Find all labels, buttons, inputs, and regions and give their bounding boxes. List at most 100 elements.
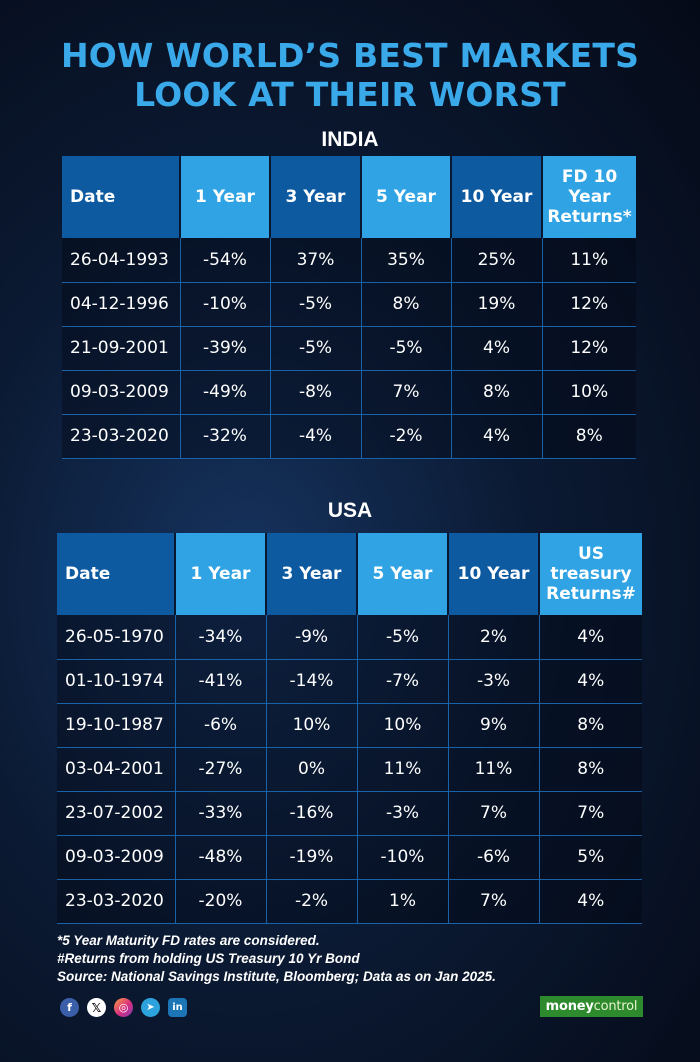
value-cell: -3% xyxy=(448,659,540,704)
value-cell: 4% xyxy=(539,879,642,924)
value-cell: 10% xyxy=(542,370,636,415)
telegram-icon[interactable]: ➤ xyxy=(141,998,160,1017)
value-cell: 7% xyxy=(361,370,452,415)
value-cell: -14% xyxy=(266,659,358,704)
india-table: Date 1 Year 3 Year 5 Year 10 Year FD 10 Year … xyxy=(62,156,636,459)
usa-header-row: Date 1 Year 3 Year 5 Year 10 Year US treasury… xyxy=(57,533,642,615)
usa-header-1: 1 Year xyxy=(175,533,267,615)
date-cell: 03-04-2001 xyxy=(57,747,176,792)
value-cell: 7% xyxy=(539,791,642,836)
value-cell: 11% xyxy=(448,747,540,792)
value-cell: 4% xyxy=(451,326,543,371)
value-cell: 12% xyxy=(542,326,636,371)
date-cell: 19-10-1987 xyxy=(57,703,176,748)
date-cell: 26-05-1970 xyxy=(57,615,176,660)
date-cell: 23-03-2020 xyxy=(62,414,181,459)
value-cell: 35% xyxy=(361,238,452,283)
value-cell: -27% xyxy=(175,747,267,792)
value-cell: -10% xyxy=(357,835,449,880)
value-cell: -10% xyxy=(180,282,271,327)
value-cell: -2% xyxy=(361,414,452,459)
usa-header-3: 5 Year xyxy=(357,533,449,615)
value-cell: -3% xyxy=(357,791,449,836)
value-cell: 19% xyxy=(451,282,543,327)
value-cell: -9% xyxy=(266,615,358,660)
value-cell: -5% xyxy=(270,326,362,371)
table-row: 23-07-2002 -33% -16% -3% 7% 7% xyxy=(57,791,642,836)
value-cell: -8% xyxy=(270,370,362,415)
value-cell: 12% xyxy=(542,282,636,327)
footnote-treasury: #Returns from holding US Treasury 10 Yr … xyxy=(57,951,360,966)
page-title: HOW WORLD’S BEST MARKETS LOOK AT THEIR W… xyxy=(0,36,700,114)
moneycontrol-logo: money control xyxy=(540,996,643,1017)
india-header-1: 1 Year xyxy=(180,156,271,238)
value-cell: -5% xyxy=(357,615,449,660)
value-cell: -4% xyxy=(270,414,362,459)
date-cell: 23-07-2002 xyxy=(57,791,176,836)
value-cell: 8% xyxy=(451,370,543,415)
value-cell: 10% xyxy=(357,703,449,748)
value-cell: -34% xyxy=(175,615,267,660)
value-cell: -48% xyxy=(175,835,267,880)
usa-header-2: 3 Year xyxy=(266,533,358,615)
value-cell: 8% xyxy=(539,703,642,748)
value-cell: -5% xyxy=(361,326,452,371)
value-cell: 8% xyxy=(542,414,636,459)
value-cell: 2% xyxy=(448,615,540,660)
value-cell: 4% xyxy=(451,414,543,459)
india-header-4: 10 Year xyxy=(451,156,543,238)
india-header-3: 5 Year xyxy=(361,156,452,238)
table-row: 23-03-2020 -20% -2% 1% 7% 4% xyxy=(57,879,642,924)
linkedin-icon[interactable]: in xyxy=(168,998,187,1017)
value-cell: 0% xyxy=(266,747,358,792)
date-cell: 01-10-1974 xyxy=(57,659,176,704)
usa-header-0: Date xyxy=(57,533,176,615)
title-line-2: LOOK AT THEIR WORST xyxy=(134,75,566,114)
table-row: 03-04-2001 -27% 0% 11% 11% 8% xyxy=(57,747,642,792)
table-row: 26-05-1970 -34% -9% -5% 2% 4% xyxy=(57,615,642,660)
usa-header-4: 10 Year xyxy=(448,533,540,615)
value-cell: 37% xyxy=(270,238,362,283)
table-row: 09-03-2009 -49% -8% 7% 8% 10% xyxy=(62,370,636,415)
table-row: 23-03-2020 -32% -4% -2% 4% 8% xyxy=(62,414,636,459)
value-cell: 11% xyxy=(542,238,636,283)
india-header-0: Date xyxy=(62,156,181,238)
date-cell: 23-03-2020 xyxy=(57,879,176,924)
title-line-1: HOW WORLD’S BEST MARKETS xyxy=(60,36,640,75)
facebook-icon[interactable]: f xyxy=(60,998,79,1017)
value-cell: -39% xyxy=(180,326,271,371)
value-cell: -6% xyxy=(448,835,540,880)
table-row: 09-03-2009 -48% -19% -10% -6% 5% xyxy=(57,835,642,880)
value-cell: 7% xyxy=(448,791,540,836)
value-cell: -7% xyxy=(357,659,449,704)
value-cell: -5% xyxy=(270,282,362,327)
value-cell: -16% xyxy=(266,791,358,836)
x-twitter-icon[interactable]: 𝕏 xyxy=(87,998,106,1017)
table-row: 01-10-1974 -41% -14% -7% -3% 4% xyxy=(57,659,642,704)
date-cell: 04-12-1996 xyxy=(62,282,181,327)
value-cell: -20% xyxy=(175,879,267,924)
value-cell: 4% xyxy=(539,615,642,660)
india-header-2: 3 Year xyxy=(270,156,362,238)
social-icons: f 𝕏 ◎ ➤ in xyxy=(60,998,187,1017)
value-cell: 1% xyxy=(357,879,449,924)
date-cell: 09-03-2009 xyxy=(57,835,176,880)
india-heading: INDIA xyxy=(321,128,379,151)
date-cell: 09-03-2009 xyxy=(62,370,181,415)
value-cell: -41% xyxy=(175,659,267,704)
value-cell: 5% xyxy=(539,835,642,880)
value-cell: 8% xyxy=(539,747,642,792)
value-cell: -2% xyxy=(266,879,358,924)
footnote-source: Source: National Savings Institute, Bloo… xyxy=(57,969,496,984)
value-cell: -6% xyxy=(175,703,267,748)
india-header-row: Date 1 Year 3 Year 5 Year 10 Year FD 10 Year … xyxy=(62,156,636,238)
value-cell: -19% xyxy=(266,835,358,880)
value-cell: -49% xyxy=(180,370,271,415)
instagram-icon[interactable]: ◎ xyxy=(114,998,133,1017)
brand-part-2: control xyxy=(593,999,638,1014)
date-cell: 26-04-1993 xyxy=(62,238,181,283)
value-cell: -54% xyxy=(180,238,271,283)
india-header-5: FD 10 Year Returns* xyxy=(542,156,636,238)
value-cell: 7% xyxy=(448,879,540,924)
table-row: 19-10-1987 -6% 10% 10% 9% 8% xyxy=(57,703,642,748)
